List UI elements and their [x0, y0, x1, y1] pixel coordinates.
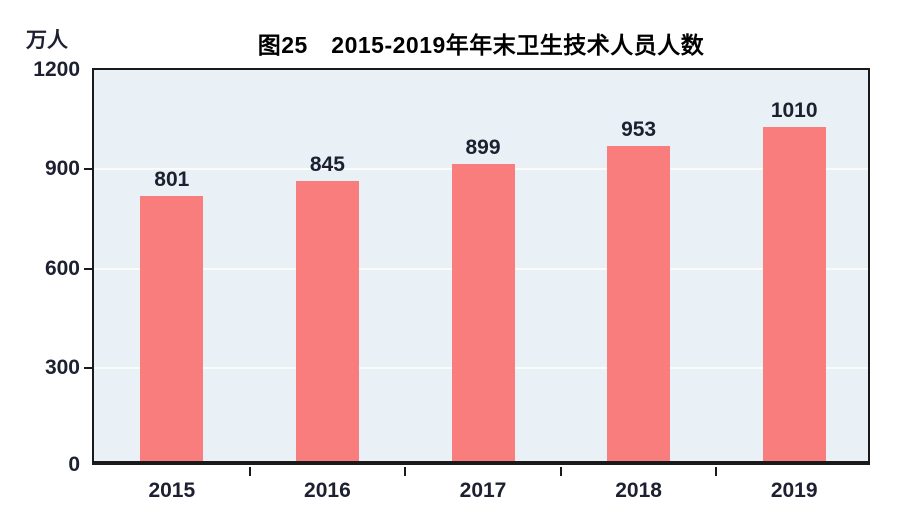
bar-2017: [451, 163, 515, 461]
y-axis-unit-label: 万人: [26, 29, 68, 52]
bar-value-label-2015: 801: [154, 168, 190, 192]
y-axis-tick-900: [84, 168, 92, 171]
bar-2019: [762, 126, 826, 461]
y-axis-tick-300: [84, 366, 92, 369]
x-axis-tick-1: [248, 467, 251, 476]
y-axis-tick-600: [84, 267, 92, 270]
x-axis-category-label-2019: 2019: [770, 479, 818, 502]
y-axis-tick-label-300: 300: [44, 355, 80, 379]
y-axis-tick-label-0: 0: [68, 453, 80, 476]
y-axis-tick-label-1200: 1200: [33, 58, 80, 81]
x-axis-tick-4: [715, 467, 718, 476]
y-axis-tick-label-900: 900: [44, 157, 80, 181]
bars-layer: [94, 70, 868, 461]
bar-value-label-2019: 1010: [770, 98, 818, 122]
x-axis-category-label-2018: 2018: [615, 479, 662, 502]
bar-value-label-2016: 845: [309, 153, 345, 177]
chart-title: 图25 2015-2019年年末卫生技术人员人数: [257, 32, 705, 58]
x-axis-tick-3: [559, 467, 562, 476]
plot-area: 801 845 899 953 1010: [92, 68, 870, 465]
bar-value-label-2018: 953: [621, 117, 657, 141]
x-axis-category-label-2016: 2016: [304, 479, 351, 502]
bar-2016: [295, 181, 359, 461]
bar-value-label-2017: 899: [465, 135, 501, 159]
x-axis-tick-2: [404, 467, 407, 476]
bar-2015: [140, 196, 204, 461]
x-axis-category-label-2017: 2017: [459, 479, 507, 502]
y-axis-tick-label-600: 600: [44, 256, 80, 280]
value-labels-layer: 801 845 899 953 1010: [94, 70, 868, 461]
bar-2018: [607, 145, 671, 461]
x-axis-category-label-2015: 2015: [148, 479, 196, 502]
